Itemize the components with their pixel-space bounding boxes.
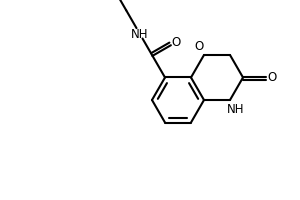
Text: NH: NH: [227, 103, 244, 116]
Text: O: O: [267, 71, 276, 84]
Text: NH: NH: [131, 28, 149, 41]
Text: O: O: [194, 40, 204, 53]
Text: O: O: [172, 36, 181, 49]
